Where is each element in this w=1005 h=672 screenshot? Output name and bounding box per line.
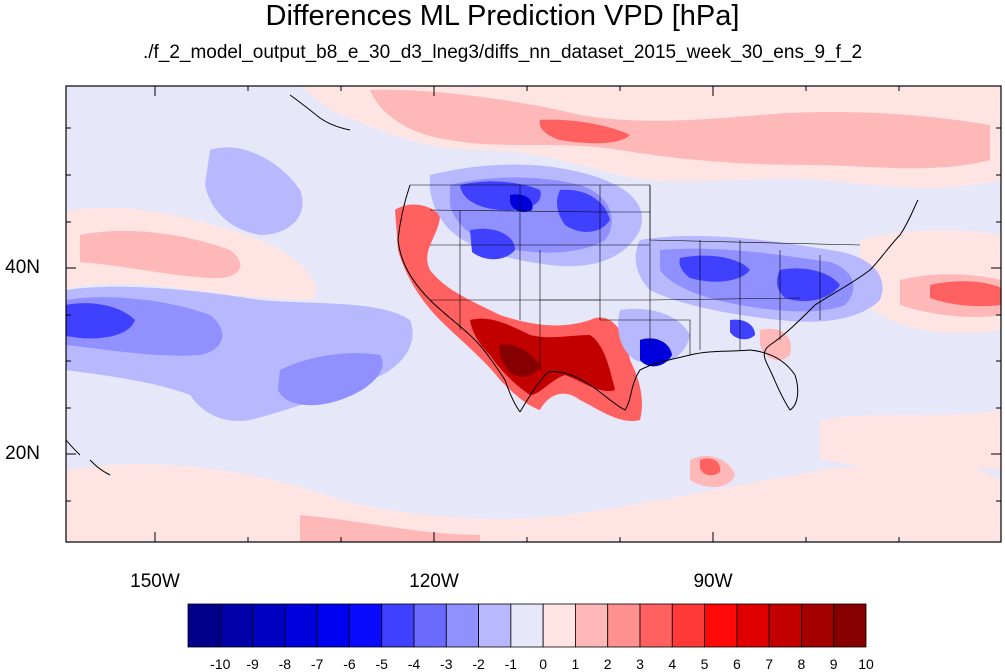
colorbar-box bbox=[542, 603, 576, 648]
map-field bbox=[66, 86, 1001, 542]
map-subtitle: ./f_2_model_output_b8_e_30_d3_lneg3/diff… bbox=[142, 42, 863, 63]
colorbar-box bbox=[833, 603, 867, 648]
colorbar-box bbox=[413, 603, 447, 648]
state-borders bbox=[410, 184, 861, 370]
colorbar-box bbox=[219, 603, 253, 648]
colorbar-label: 3 bbox=[636, 656, 644, 672]
colorbar-box bbox=[478, 603, 512, 648]
colorbar-label: 9 bbox=[829, 656, 838, 672]
colorbar-label: -2 bbox=[472, 656, 485, 672]
colorbar-label: -9 bbox=[246, 656, 259, 672]
field-darkest-red bbox=[499, 344, 540, 377]
colorbar-box bbox=[284, 603, 318, 648]
colorbar-box bbox=[768, 603, 802, 648]
colorbar-box bbox=[316, 603, 350, 648]
colorbar-box bbox=[381, 603, 415, 648]
colorbar-label: -6 bbox=[343, 656, 356, 672]
colorbar-box bbox=[575, 603, 609, 648]
colorbar-box bbox=[639, 603, 673, 648]
colorbar-label: -5 bbox=[375, 656, 388, 672]
plot-frame bbox=[65, 85, 1002, 543]
colorbar-label: 5 bbox=[700, 656, 709, 672]
colorbar-box bbox=[801, 603, 835, 648]
colorbar-label: -1 bbox=[504, 656, 518, 672]
field-dark-blue bbox=[510, 194, 672, 367]
colorbar bbox=[187, 603, 867, 648]
latitude-label: 40N bbox=[5, 257, 40, 278]
colorbar-box bbox=[187, 603, 221, 648]
colorbar-box bbox=[736, 603, 770, 648]
colorbar-box bbox=[607, 603, 641, 648]
colorbar-label: 7 bbox=[765, 656, 774, 672]
colorbar-box bbox=[510, 603, 544, 648]
colorbar-label: 8 bbox=[797, 656, 806, 672]
longitude-label: 120W bbox=[409, 571, 459, 592]
colorbar-label: -10 bbox=[210, 656, 231, 672]
field-blue bbox=[66, 181, 840, 340]
longitude-label: 90W bbox=[693, 571, 733, 592]
colorbar-box bbox=[349, 603, 383, 648]
colorbar-label: -3 bbox=[440, 656, 453, 672]
colorbar-label: 4 bbox=[668, 656, 677, 672]
colorbar-label: 2 bbox=[603, 656, 612, 672]
colorbar-label: -8 bbox=[278, 656, 292, 672]
colorbar-label: 0 bbox=[539, 656, 548, 672]
field-pink bbox=[80, 89, 1001, 542]
colorbar-box bbox=[671, 603, 705, 648]
colorbar-label: 6 bbox=[732, 656, 741, 672]
colorbar-label: -4 bbox=[407, 656, 421, 672]
map-title: Differences ML Prediction VPD [hPa] bbox=[265, 0, 740, 32]
colorbar-box bbox=[445, 603, 479, 648]
colorbar-box bbox=[704, 603, 738, 648]
coastlines bbox=[66, 94, 919, 476]
field-dark-red bbox=[470, 318, 615, 395]
latitude-label: 20N bbox=[5, 443, 40, 464]
colorbar-label: -7 bbox=[310, 656, 324, 672]
colorbar-label: 1 bbox=[571, 656, 580, 672]
axis-ticks bbox=[66, 86, 1001, 542]
longitude-label: 150W bbox=[130, 571, 180, 592]
colorbar-box bbox=[252, 603, 286, 648]
colorbar-label: 10 bbox=[858, 656, 874, 672]
